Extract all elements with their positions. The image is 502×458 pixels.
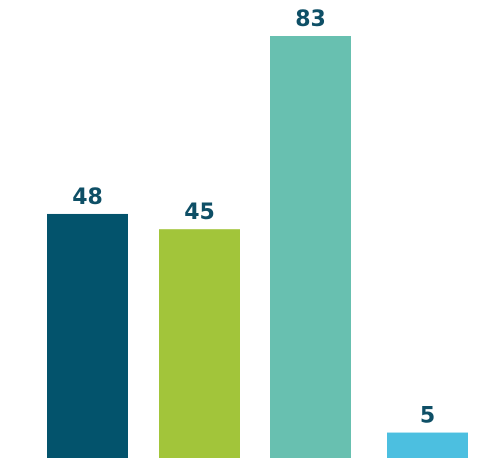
bar-4-value-label: 5 xyxy=(420,404,435,429)
bar-3 xyxy=(270,36,351,458)
bar-4 xyxy=(387,432,468,458)
bar-2-value-label: 45 xyxy=(184,200,215,225)
bar-2 xyxy=(159,229,240,458)
bar-1 xyxy=(47,213,128,458)
bars-group xyxy=(47,36,468,458)
bar-3-value-label: 83 xyxy=(295,7,326,32)
value-labels-group: 48 45 83 5 xyxy=(72,7,435,429)
bar-1-value-label: 48 xyxy=(72,185,103,210)
